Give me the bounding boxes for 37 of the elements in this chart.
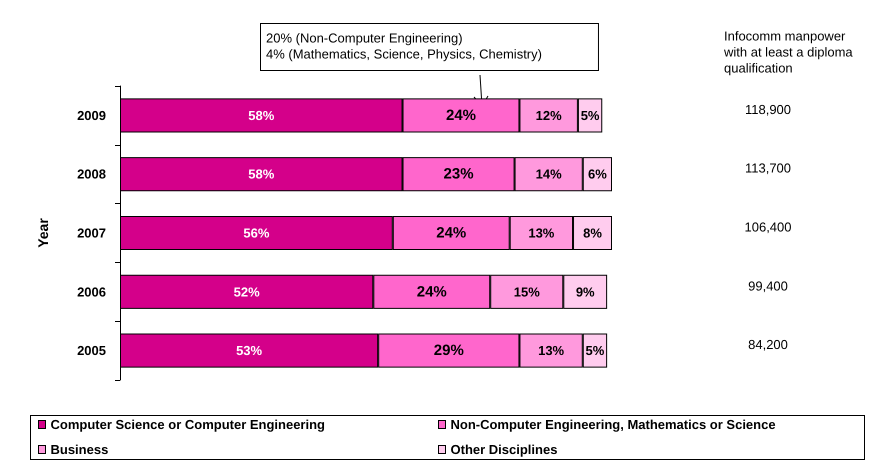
- data-label: 24%: [446, 106, 476, 124]
- y-tick-label: 2006: [77, 284, 106, 300]
- data-label: 24%: [436, 224, 466, 242]
- data-label: 23%: [444, 166, 474, 183]
- data-label: 58%: [248, 108, 275, 123]
- legend-label: Other Disciplines: [450, 442, 558, 457]
- text: 106,400: [744, 220, 792, 234]
- data-label: 5%: [580, 108, 600, 123]
- data-label: 15%: [514, 284, 540, 300]
- data-label: 52%: [234, 284, 260, 300]
- data-label: 12%: [536, 108, 562, 123]
- data-label: 14%: [536, 166, 562, 182]
- data-label: 9%: [576, 284, 596, 300]
- text: 118,900: [744, 102, 792, 117]
- y-tick-label: 2008: [77, 166, 106, 182]
- data-label: 13%: [528, 226, 555, 240]
- data-label: 24%: [416, 283, 447, 300]
- data-label: 58%: [248, 166, 275, 182]
- y-tick-label: 2009: [77, 108, 106, 123]
- legend-label: Business: [50, 442, 108, 457]
- text: 99,400: [748, 278, 788, 294]
- data-label: 53%: [236, 343, 263, 358]
- data-label: 5%: [586, 343, 605, 358]
- y-axis-title: Year: [35, 218, 51, 248]
- data-label: 8%: [583, 226, 602, 240]
- y-tick-label: 2005: [77, 343, 106, 358]
- text: 113,700: [744, 160, 792, 176]
- data-label: 13%: [538, 343, 565, 358]
- legend-label: Computer Science or Computer Engineering: [50, 417, 326, 432]
- y-tick-label: 2007: [77, 226, 106, 240]
- data-label: 56%: [243, 226, 270, 240]
- legend-label: Non-Computer Engineering, Mathematics or Science: [450, 417, 776, 432]
- text: Infocomm manpower with at least a diploma qualification: [723, 28, 854, 76]
- data-label: 6%: [588, 166, 608, 182]
- text: 20% (Non-Computer Engineering) 4% (Mathematics, Science, Physics, Chemistry): [266, 30, 542, 62]
- text: 84,200: [748, 337, 788, 352]
- data-label: 29%: [434, 342, 464, 360]
